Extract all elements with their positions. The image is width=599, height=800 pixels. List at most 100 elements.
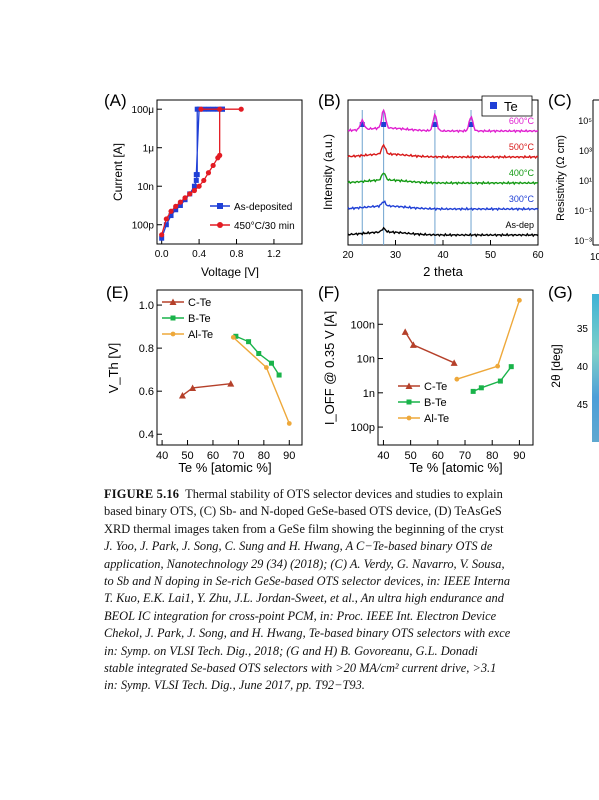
- caption-line-11: stable integrated Se-based OTS selectors…: [104, 660, 497, 675]
- c-xtick: 10: [590, 252, 599, 263]
- f-legend-label-0: C-Te: [424, 381, 447, 393]
- panel-f-xlabel: Te % [atomic %]: [409, 460, 502, 475]
- f-legend-label-2: Al-Te: [424, 413, 449, 425]
- legend-as-deposited: As-deposited: [234, 202, 292, 213]
- e-point: [178, 391, 186, 399]
- legend-450c: 450°C/30 min: [234, 221, 295, 232]
- te-marker-icon: [490, 102, 497, 109]
- a-point: [168, 213, 174, 219]
- a-point: [163, 216, 169, 222]
- e-point: [268, 360, 274, 366]
- caption-line-12: in: Symp. VLSI Tech. Dig., June 2017, pp…: [104, 678, 365, 693]
- a-xtick-label: 1.2: [267, 249, 281, 260]
- e-ytick-label: 0.4: [139, 429, 154, 441]
- e-line-0: [182, 382, 231, 397]
- a-series-line-1: [161, 108, 242, 235]
- e-legend-marker: [170, 331, 176, 337]
- f-xtick-label: 60: [432, 450, 444, 462]
- panel-a: (A) 100μ 1μ 10n 100p 0.0 0.4 0.8 1.2 Current […: [100, 88, 310, 279]
- b-trace-3: [347, 200, 539, 212]
- f-xtick-label: 50: [405, 450, 417, 462]
- a-point: [187, 191, 193, 197]
- panel-a-ylabel: Current [A]: [111, 143, 125, 201]
- b-xtick-label: 40: [437, 250, 449, 261]
- f-xtick-label: 40: [377, 450, 389, 462]
- a-point: [201, 177, 207, 184]
- b-trace-label: 300°C: [509, 194, 535, 204]
- e-xtick-label: 80: [258, 450, 270, 462]
- f-point: [517, 297, 522, 303]
- panel-b-chart: (B) 600°C 500°C 400°C 300°C As-dep 20 30 40 50 6…: [318, 91, 544, 279]
- e-xtick-label: 70: [232, 450, 244, 462]
- f-point: [478, 385, 484, 391]
- f-point: [470, 388, 476, 394]
- a-point: [217, 106, 223, 112]
- b-trace-4: [347, 226, 539, 238]
- a-point: [198, 106, 204, 112]
- a-xtick-label: 0.8: [230, 249, 244, 260]
- b-trace-2: [347, 172, 539, 186]
- panel-c-chart: (C) Resistivity (Ω cm) 10⁵ 10³ 10¹ 10⁻¹ …: [548, 91, 599, 263]
- c-ytick-4: 10⁻¹: [574, 206, 592, 216]
- e-point: [276, 372, 282, 378]
- a-point: [196, 183, 202, 189]
- panel-f: (F) 100n 10n 1n 100p 40 50 60 70 80 90 C-Te B-Te A…: [318, 280, 548, 480]
- legend-te: Te: [504, 99, 518, 114]
- e-point: [189, 384, 197, 391]
- f-point: [454, 376, 460, 382]
- f-point: [409, 341, 417, 348]
- e-point: [230, 334, 236, 340]
- a-point: [238, 106, 244, 112]
- panel-c: (C) Resistivity (Ω cm) 10⁵ 10³ 10¹ 10⁻¹ …: [548, 88, 599, 278]
- a-point: [163, 222, 169, 228]
- legend-marker-450c: [217, 222, 223, 228]
- a-xtick-label: 0.0: [155, 249, 169, 260]
- panel-e-chart: (E) 1.0 0.8 0.6 0.4 40 50 60 70 80 90 C-Te B-Te Al…: [106, 283, 303, 475]
- f-legend-label-1: B-Te: [424, 397, 447, 409]
- a-ytick-label: 100μ: [132, 105, 155, 116]
- b-xtick-label: 50: [485, 250, 497, 261]
- e-point: [286, 421, 292, 426]
- a-point: [210, 162, 216, 169]
- f-point: [450, 359, 458, 366]
- caption-line-3: XRD thermal images taken from a GeSe fil…: [104, 521, 504, 536]
- f-point: [508, 364, 514, 370]
- a-point: [177, 202, 183, 208]
- e-ytick-label: 0.8: [139, 343, 154, 355]
- a-xtick-label: 0.4: [192, 249, 206, 260]
- a-point: [173, 203, 179, 209]
- b-xtick-label: 30: [390, 250, 402, 261]
- c-ytick-5: 10⁻³: [574, 236, 592, 246]
- f-ytick-label: 100p: [351, 422, 375, 434]
- f-ytick-label: 1n: [363, 388, 375, 400]
- panel-f-legend: C-Te B-Te Al-Te: [398, 381, 449, 425]
- a-point: [191, 183, 197, 189]
- panel-f-ylabel: I_OFF @ 0.35 V [A]: [322, 311, 337, 425]
- panel-b-ylabel: Intensity (a.u.): [321, 134, 335, 210]
- panel-g: (G) 2θ [deg] 35 40 45: [548, 280, 599, 480]
- b-te-peak-marker: [468, 122, 474, 127]
- f-xtick-label: 70: [459, 450, 471, 462]
- a-point: [159, 232, 165, 238]
- a-point: [205, 170, 212, 176]
- panel-f-axes: [377, 289, 534, 446]
- f-point: [497, 378, 503, 384]
- e-xtick-label: 50: [181, 450, 193, 462]
- panel-a-axes: [156, 99, 303, 245]
- a-point: [193, 172, 199, 178]
- c-ytick-3: 10¹: [579, 176, 592, 186]
- panel-c-ylabel: Resistivity (Ω cm): [555, 135, 567, 221]
- e-line-2: [232, 336, 290, 424]
- f-legend-marker: [406, 399, 412, 405]
- a-point: [193, 177, 199, 183]
- f-line-1: [472, 366, 512, 393]
- panel-b-legend: Te: [481, 95, 533, 117]
- panel-e-ylabel: V_Th [V]: [106, 343, 121, 394]
- f-point: [495, 363, 501, 369]
- a-point: [173, 207, 179, 213]
- b-trace-label: As-dep: [505, 220, 534, 230]
- panel-a-legend: As-deposited 450°C/30 min: [210, 202, 295, 232]
- c-ytick-2: 10³: [579, 146, 592, 156]
- panel-e-legend: C-Te B-Te Al-Te: [162, 297, 213, 341]
- g-ytick-35: 35: [577, 324, 589, 335]
